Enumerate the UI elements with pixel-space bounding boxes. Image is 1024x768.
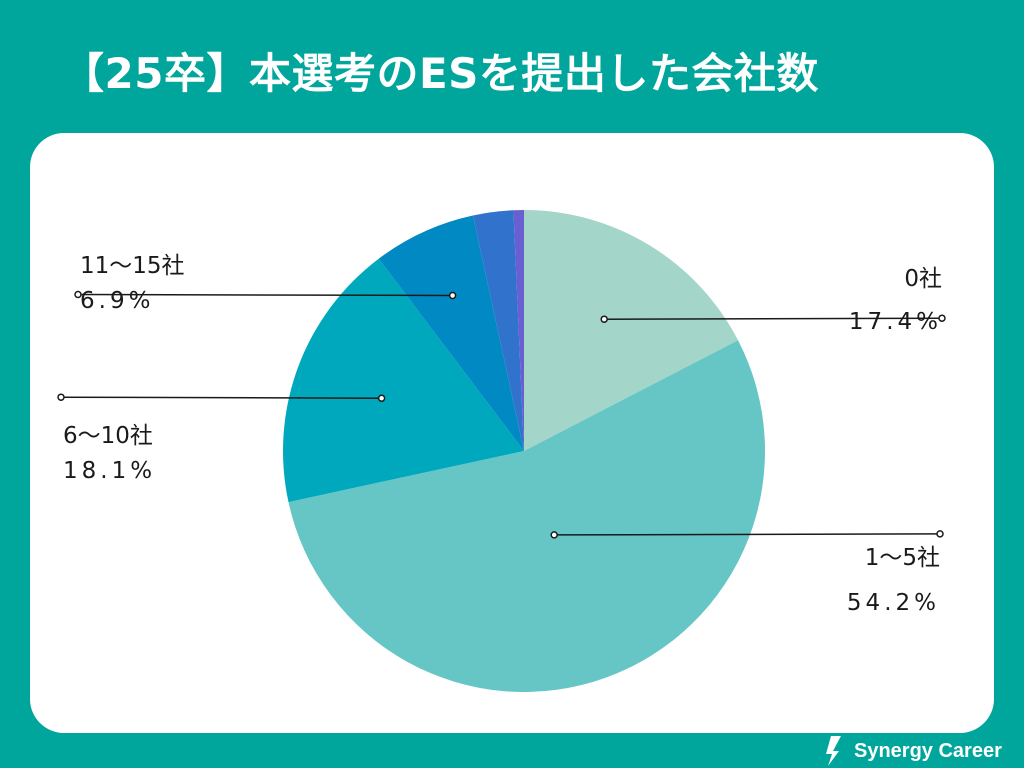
pie-slice bbox=[378, 215, 524, 451]
slice-label-name: 1〜5社 bbox=[865, 545, 940, 571]
slice-label-value: 54.2% bbox=[847, 590, 940, 616]
leader-line bbox=[554, 533, 941, 536]
brand-name: Synergy Career bbox=[854, 739, 1002, 762]
brand-logo: Synergy Career bbox=[822, 736, 1002, 766]
pie-slice bbox=[472, 210, 524, 451]
slice-label-group: 11〜15社 6.9% bbox=[74, 253, 457, 314]
leader-start-dot bbox=[448, 291, 457, 300]
chart-card: 0社 17.4% 1〜5社 54.2% 6〜10社 18.1% 11〜15社 6.9% bbox=[30, 133, 994, 733]
leader-start-dot bbox=[377, 394, 386, 402]
brand-mark-icon bbox=[826, 736, 841, 766]
slice-label-group: 1〜5社 54.2% bbox=[550, 530, 944, 616]
pie-slice bbox=[288, 340, 766, 693]
slice-label-name: 6〜10社 bbox=[63, 423, 153, 449]
pie-slice bbox=[513, 210, 524, 451]
slice-label-group: 0社 17.4% bbox=[600, 266, 946, 335]
leader-line bbox=[60, 396, 382, 399]
slice-label-name: 11〜15社 bbox=[80, 253, 185, 279]
leader-end-dot bbox=[936, 530, 944, 538]
leader-line bbox=[77, 293, 453, 297]
leader-start-dot bbox=[600, 315, 608, 323]
leader-end-dot bbox=[57, 393, 65, 401]
leader-line bbox=[604, 317, 943, 320]
slice-label-value: 6.9% bbox=[80, 288, 154, 314]
slice-label-group: 6〜10社 18.1% bbox=[57, 393, 386, 484]
leader-end-dot bbox=[74, 290, 82, 299]
pie-chart: 0社 17.4% 1〜5社 54.2% 6〜10社 18.1% 11〜15社 6.9% bbox=[57, 210, 946, 693]
slice-label-value: 18.1% bbox=[63, 458, 156, 484]
slice-label-value: 17.4% bbox=[849, 309, 942, 335]
chart-title: 【25卒】本選考のESを提出した会社数 bbox=[62, 49, 819, 98]
leader-end-dot bbox=[938, 314, 946, 322]
pie-slice bbox=[283, 258, 524, 503]
leader-start-dot bbox=[550, 531, 558, 539]
pie-slice bbox=[524, 210, 739, 451]
slice-label-name: 0社 bbox=[904, 266, 942, 292]
